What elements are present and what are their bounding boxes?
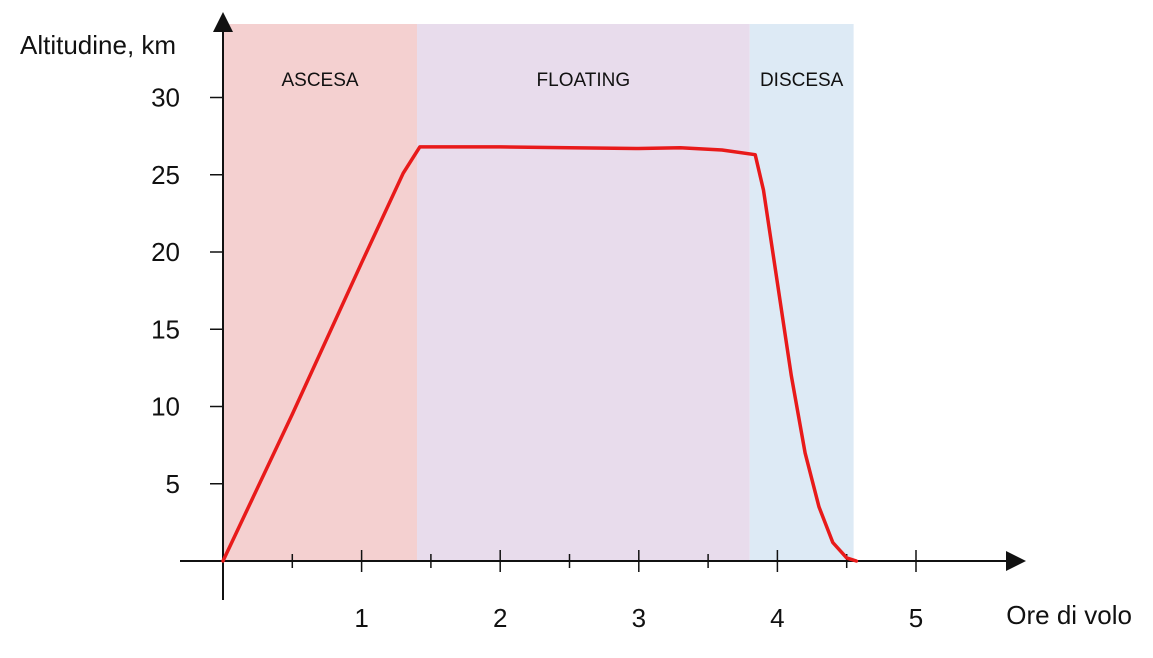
phase-label-discesa: DISCESA [760,70,844,91]
y-tick-label: 20 [151,237,180,267]
x-tick-label: 4 [770,603,784,633]
altitude-series-line [221,145,859,563]
x-tick-label: 3 [632,603,646,633]
phase-band-discesa [749,24,854,561]
phase-label-ascesa: ASCESA [281,70,358,91]
y-axis-title: Altitudine, km [20,30,176,60]
y-tick-label: 10 [151,392,180,422]
x-tick-label: 1 [354,603,368,633]
x-tick-label: 5 [909,603,923,633]
phase-band-ascesa [223,24,418,561]
x-axis-title: Ore di volo [1006,600,1132,630]
y-tick-label: 25 [151,160,180,190]
y-tick-label: 5 [166,469,180,499]
y-tick-label: 30 [151,83,180,113]
phase-band-floating [417,24,750,561]
x-tick-label: 2 [493,603,507,633]
y-tick-label: 15 [151,314,180,344]
phase-label-floating: FLOATING [537,70,631,91]
